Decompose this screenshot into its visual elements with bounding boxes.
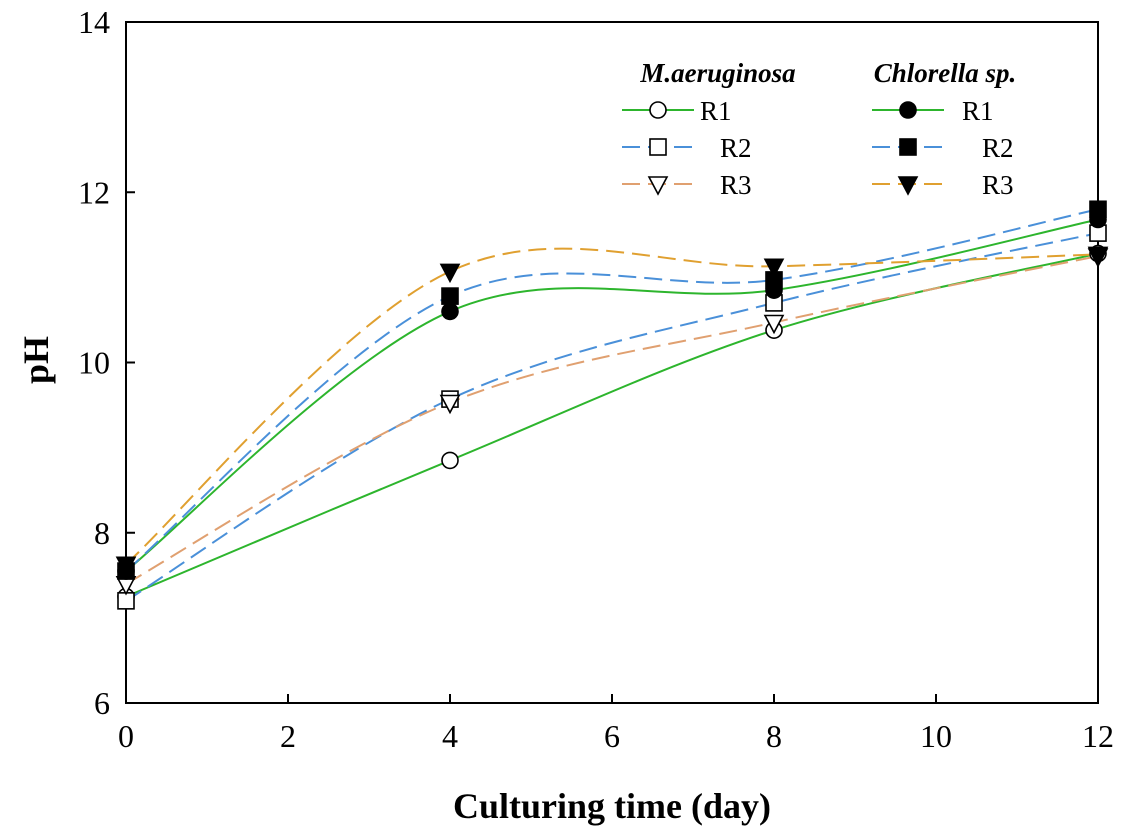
- x-tick-label: 6: [604, 718, 620, 754]
- y-axis-title: pH: [16, 336, 56, 384]
- data-point-chlorella-r3: [439, 263, 461, 284]
- legend-label: R3: [982, 170, 1014, 200]
- legend-group-title-chlorella: Chlorella sp.: [874, 58, 1017, 88]
- legend-marker: [649, 101, 667, 119]
- y-tick-label: 12: [78, 174, 110, 210]
- data-point-chlorella-r2: [1089, 200, 1107, 219]
- y-tick-label: 8: [94, 515, 110, 551]
- series-line-chlorella-r2: [125, 208, 1099, 572]
- series-line-maeruginosa-r2: [125, 232, 1099, 602]
- data-point-chlorella-r1: [441, 302, 459, 321]
- data-point-maeruginosa-r3: [763, 314, 785, 335]
- series-layer: [115, 200, 1109, 610]
- plot-area: [125, 21, 1099, 704]
- legend-group-title-maeruginosa: M.aeruginosa: [639, 58, 795, 88]
- legend-marker: [899, 138, 917, 156]
- data-point-chlorella-r2: [441, 287, 459, 305]
- y-tick-label: 6: [94, 685, 110, 721]
- x-tick-label: 8: [766, 718, 782, 754]
- ticks-layer: 0 2 4 6 8 10 12 6 8 10 12 14: [78, 4, 1114, 754]
- legend-marker: [649, 138, 667, 156]
- legend-marker: [899, 101, 917, 119]
- x-tick-label: 4: [442, 718, 458, 754]
- legend: M.aeruginosa R1 R2 R3 Chlorella sp. R1 R2 R3: [622, 58, 1016, 200]
- legend-marker: [647, 176, 669, 196]
- legend-label: R3: [720, 170, 752, 200]
- data-point-chlorella-r3: [115, 556, 137, 576]
- legend-label: R1: [962, 96, 994, 126]
- x-tick-label: 2: [280, 718, 296, 754]
- x-axis-title: Culturing time (day): [453, 786, 771, 826]
- data-point-maeruginosa-r3: [439, 394, 461, 415]
- y-tick-label: 14: [78, 4, 110, 40]
- y-tick-label: 10: [78, 345, 110, 381]
- legend-label: R2: [720, 133, 752, 163]
- x-tick-label: 12: [1082, 718, 1114, 754]
- data-point-chlorella-r3: [763, 258, 785, 279]
- data-point-chlorella-r3: [1087, 246, 1109, 267]
- series-line-chlorella-r3: [125, 247, 1099, 565]
- x-tick-label: 10: [920, 718, 952, 754]
- legend-marker: [897, 176, 919, 196]
- plot-frame: [125, 21, 1099, 704]
- x-tick-label: 0: [118, 718, 134, 754]
- series-line-maeruginosa-r3: [125, 255, 1099, 585]
- series-line-maeruginosa-r1: [125, 252, 1099, 598]
- data-point-maeruginosa-r1: [441, 451, 459, 470]
- legend-label: R1: [700, 96, 732, 126]
- series-line-chlorella-r1: [125, 218, 1099, 572]
- legend-label: R2: [982, 133, 1014, 163]
